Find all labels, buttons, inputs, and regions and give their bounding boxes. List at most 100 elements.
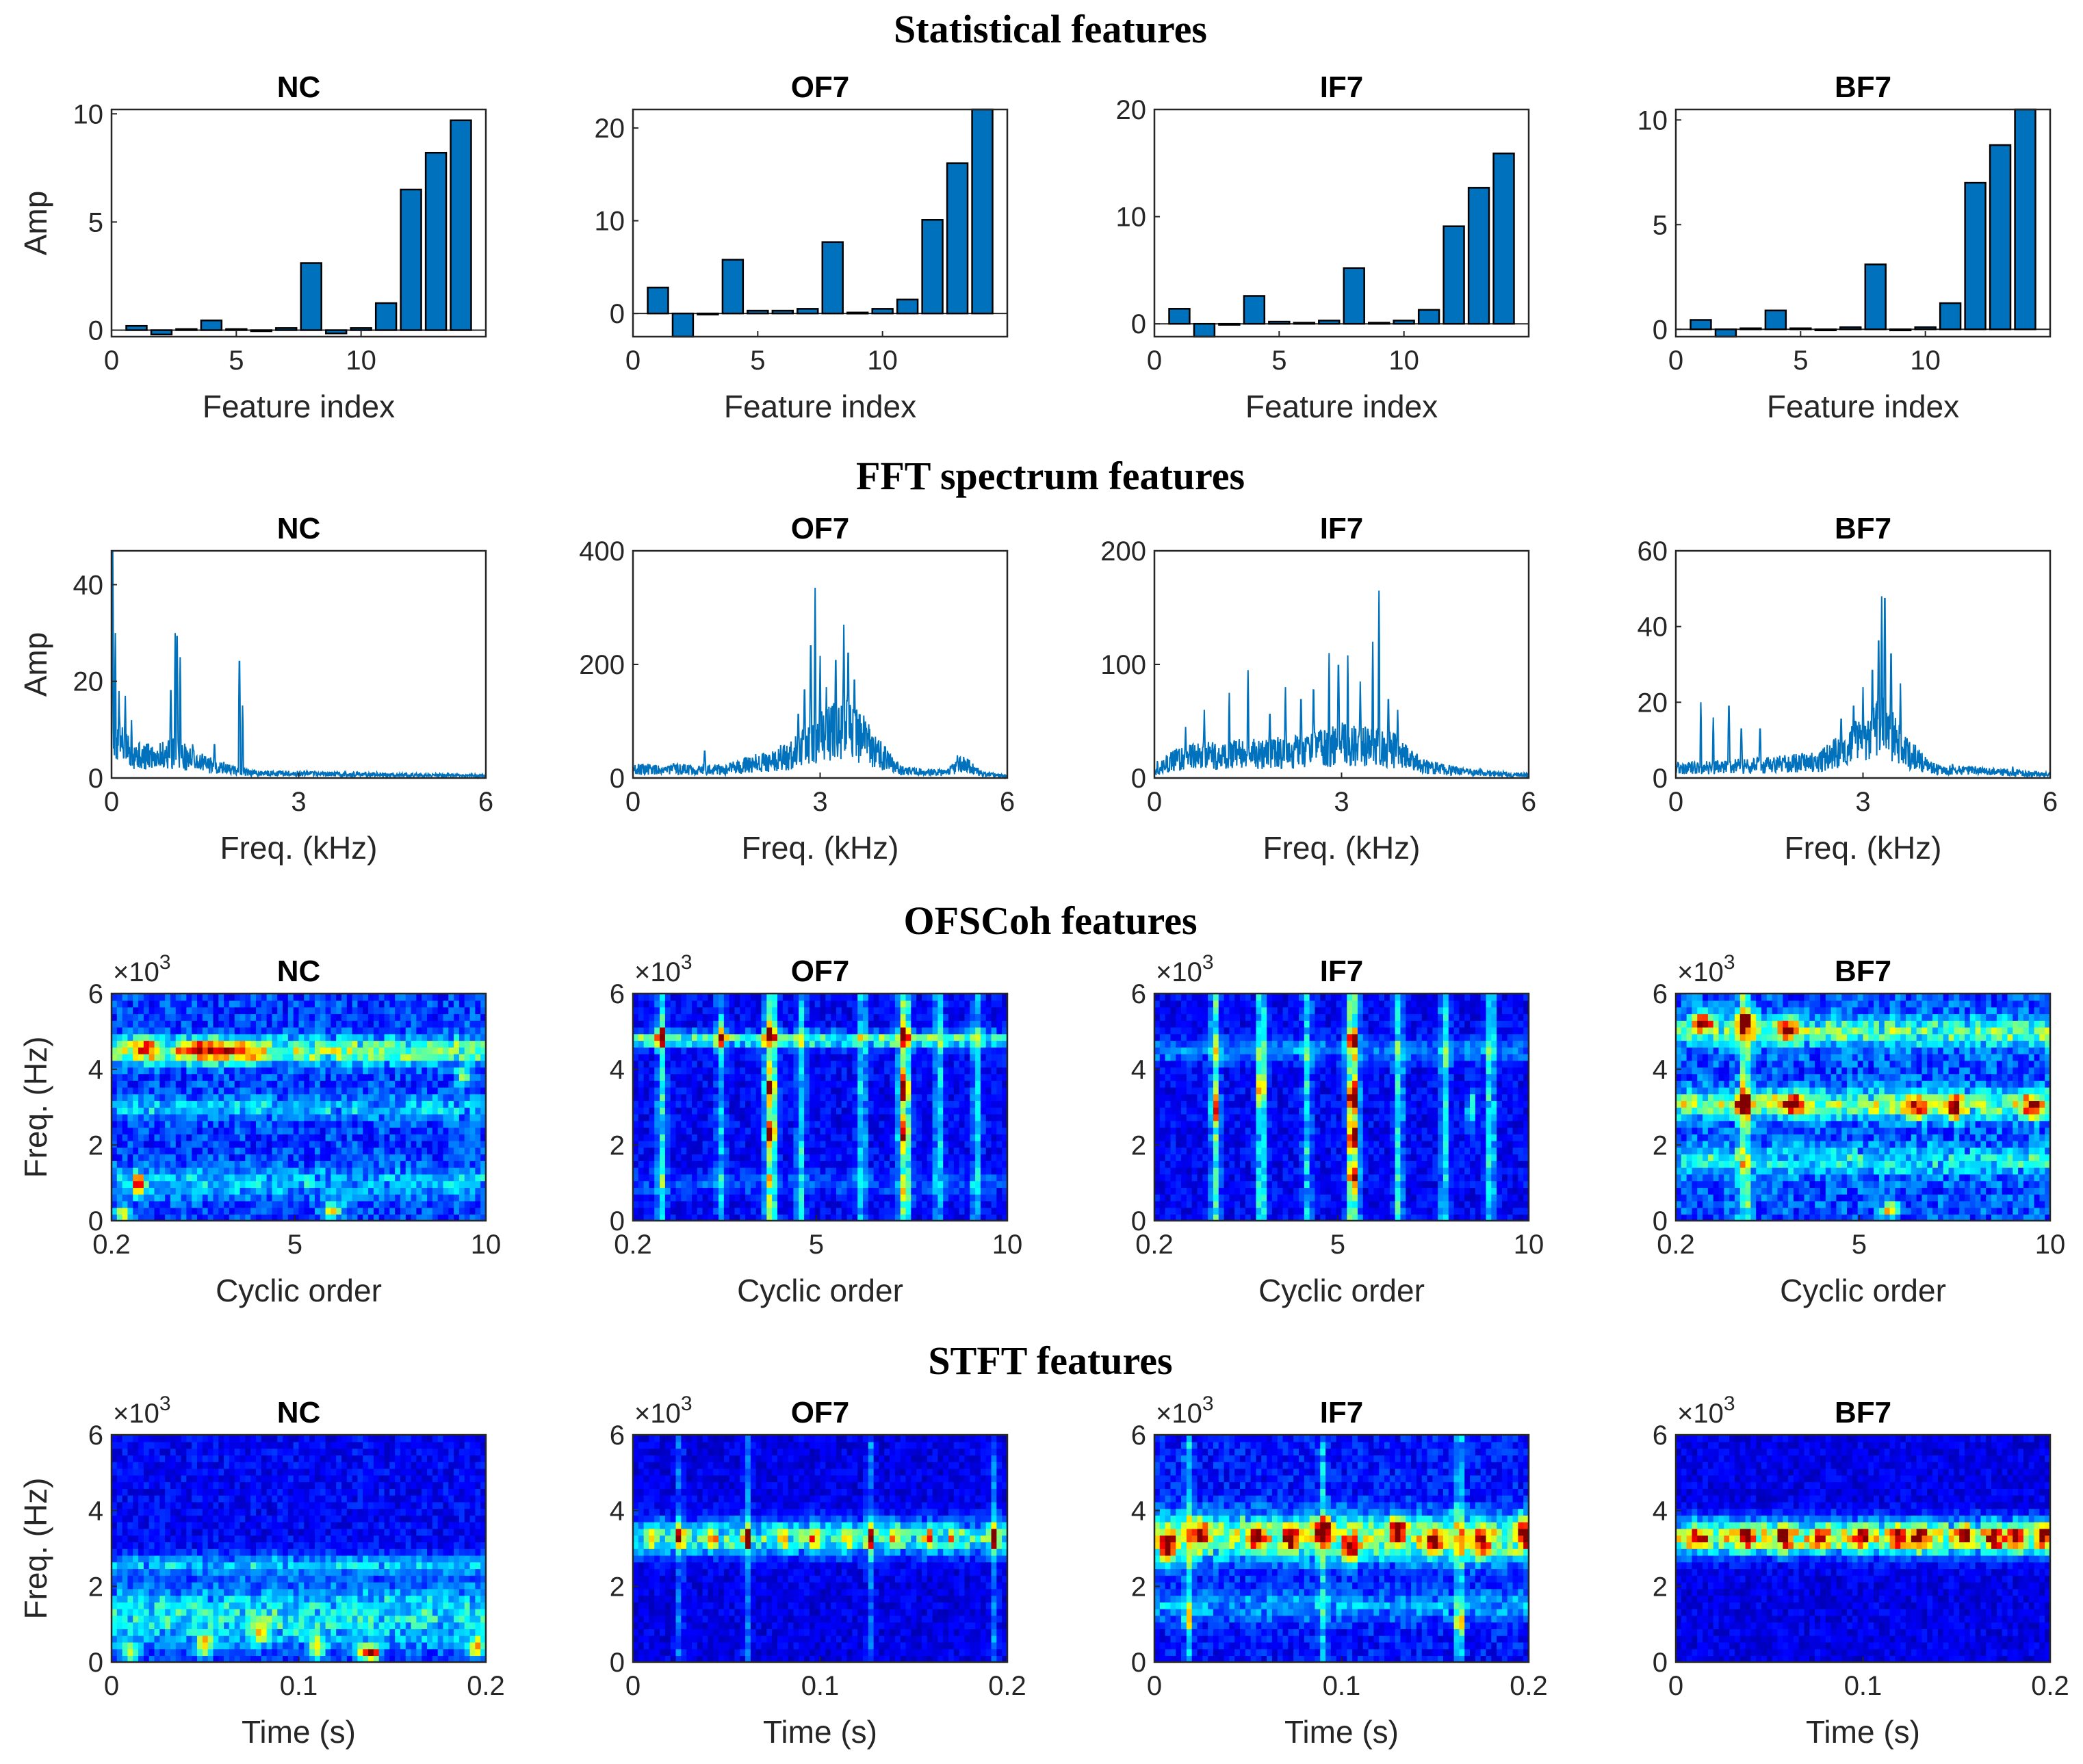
- heatmap-cell: [719, 1040, 725, 1048]
- heatmap-cell: [740, 1200, 746, 1208]
- heatmap-cell: [127, 1033, 134, 1041]
- heatmap-cell: [395, 1173, 401, 1182]
- heatmap-cell: [298, 1147, 305, 1155]
- heatmap-cell: [186, 1100, 193, 1108]
- heatmap-cell: [996, 1193, 1002, 1202]
- heatmap-cell: [691, 1060, 698, 1068]
- heatmap-cell: [368, 1040, 374, 1048]
- heatmap-cell: [868, 1207, 875, 1215]
- heatmap-cell: [255, 1107, 262, 1115]
- heatmap-cell: [234, 1067, 241, 1074]
- heatmap-cell: [890, 1207, 896, 1215]
- heatmap-cell: [948, 1200, 955, 1208]
- heatmap-cell: [175, 1134, 182, 1141]
- heatmap-cell: [266, 1000, 273, 1008]
- heatmap-cell: [245, 1033, 251, 1041]
- heatmap-cell: [755, 1173, 762, 1182]
- heatmap-cell: [729, 1187, 736, 1195]
- heatmap-cell: [325, 1020, 332, 1028]
- heatmap-cell: [820, 1214, 827, 1221]
- heatmap-cell: [777, 1154, 784, 1161]
- heatmap-cell: [729, 1053, 736, 1061]
- heatmap-cell: [911, 1154, 917, 1161]
- heatmap-cell: [836, 1007, 842, 1015]
- heatmap-cell: [283, 1187, 289, 1195]
- heatmap-cell: [272, 1193, 279, 1202]
- heatmap-cell: [148, 1107, 155, 1115]
- heatmap-cell: [229, 994, 235, 1001]
- heatmap-cell: [224, 1140, 230, 1148]
- heatmap-cell: [638, 1127, 645, 1134]
- heatmap-cell: [378, 1093, 385, 1102]
- heatmap-cell: [991, 1074, 998, 1081]
- heatmap-cell: [202, 1193, 209, 1202]
- heatmap-cell: [422, 1047, 428, 1054]
- heatmap-cell: [261, 1074, 268, 1081]
- heatmap-cell: [713, 1147, 719, 1155]
- heatmap-cell: [916, 1087, 922, 1095]
- heatmap-cell: [809, 1060, 816, 1068]
- heatmap-cell: [411, 1087, 417, 1095]
- panel-title: OF7: [791, 955, 850, 988]
- heatmap-cell: [932, 1187, 939, 1195]
- heatmap-cell: [772, 1060, 778, 1068]
- heatmap-cell: [148, 1180, 155, 1188]
- heatmap-cell: [272, 1200, 279, 1208]
- heatmap-cell: [841, 1026, 848, 1035]
- heatmap-cell: [352, 1040, 359, 1048]
- heatmap-cell: [122, 1087, 129, 1095]
- heatmap-cell: [734, 1214, 741, 1221]
- heatmap-cell: [814, 1147, 821, 1155]
- heatmap-cell: [181, 1193, 187, 1202]
- heatmap-cell: [277, 1147, 283, 1155]
- heatmap-cell: [341, 1113, 348, 1121]
- heatmap-cell: [207, 1107, 214, 1115]
- heatmap-cell: [298, 1180, 305, 1188]
- heatmap-cell: [729, 1193, 736, 1202]
- heatmap-cell: [277, 1060, 283, 1068]
- heatmap-cell: [464, 1193, 471, 1202]
- y-tick-label: 0: [610, 299, 625, 329]
- heatmap-cell: [363, 1127, 369, 1134]
- heatmap-cell: [831, 1020, 837, 1028]
- heatmap-cell: [884, 1134, 890, 1141]
- bar: [1939, 302, 1962, 330]
- heatmap-cell: [261, 1100, 268, 1108]
- heatmap-cell: [868, 1040, 875, 1048]
- heatmap-cell: [234, 1113, 241, 1121]
- heatmap-cell: [331, 1173, 337, 1182]
- heatmap-cell: [314, 1067, 321, 1074]
- heatmap-cell: [352, 1127, 359, 1134]
- heatmap-cell: [713, 1000, 719, 1008]
- heatmap-cell: [437, 1033, 444, 1041]
- heatmap-cell: [873, 1154, 880, 1161]
- heatmap-cell: [868, 1000, 875, 1008]
- heatmap-cell: [154, 1180, 161, 1188]
- heatmap-cell: [772, 1200, 778, 1208]
- spectrum-line: [1675, 596, 2051, 779]
- heatmap-cell: [649, 1173, 656, 1182]
- heatmap-cell: [331, 1093, 337, 1102]
- heatmap-cell: [708, 1007, 714, 1015]
- heatmap-cell: [846, 1067, 853, 1074]
- heatmap-cell: [761, 1193, 768, 1202]
- heatmap-cell: [469, 1020, 476, 1028]
- heatmap-cell: [804, 1093, 810, 1102]
- heatmap-cell: [905, 1167, 912, 1175]
- heatmap-cell: [723, 1120, 730, 1128]
- heatmap-cell: [373, 1020, 380, 1028]
- heatmap-cell: [766, 994, 773, 1001]
- heatmap-cell: [331, 1147, 337, 1155]
- heatmap-cell: [437, 1007, 444, 1015]
- heatmap-cell: [884, 1080, 890, 1088]
- heatmap-cell: [346, 1200, 353, 1208]
- heatmap-cell: [670, 1040, 677, 1048]
- heatmap-cell: [298, 1093, 305, 1102]
- heatmap-cell: [927, 1113, 933, 1121]
- heatmap-cell: [916, 1113, 922, 1121]
- heatmap-cell: [681, 1060, 687, 1068]
- heatmap-cell: [1002, 1040, 1008, 1048]
- heatmap-cell: [143, 1147, 150, 1155]
- heatmap-cell: [793, 1120, 800, 1128]
- heatmap-cell: [458, 1047, 465, 1054]
